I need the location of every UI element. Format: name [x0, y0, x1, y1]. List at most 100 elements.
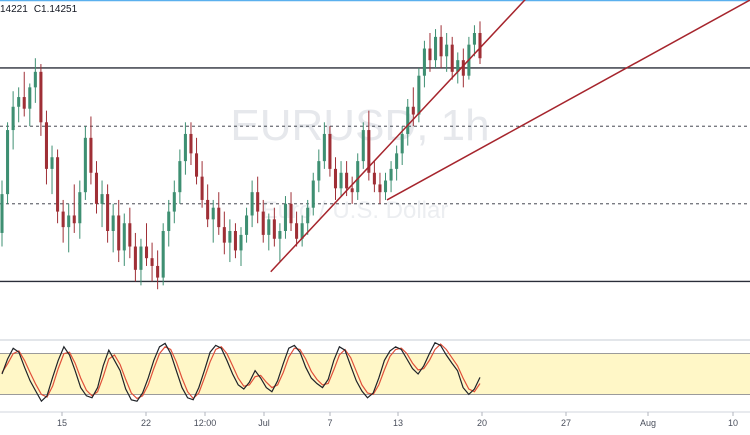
- x-tick-label: Jul: [258, 418, 270, 428]
- candle-body: [217, 207, 221, 228]
- x-tick-label: 12:00: [194, 418, 217, 428]
- x-tick-label: 22: [141, 418, 151, 428]
- candle-body: [311, 180, 315, 208]
- candle-body: [61, 211, 65, 228]
- candle-body: [150, 258, 154, 266]
- candle-body: [156, 265, 160, 278]
- candle-body: [6, 130, 10, 195]
- candle-body: [83, 137, 87, 193]
- candle-body: [339, 172, 343, 189]
- candle-body: [395, 153, 399, 169]
- candle-body: [389, 168, 393, 181]
- x-tick-label: 13: [393, 418, 403, 428]
- time-axis: 15 22 12:00 Jul 7 13 20 27 Aug 10: [0, 411, 750, 428]
- candle-body: [39, 71, 43, 123]
- candle-body: [106, 194, 110, 231]
- candle-body: [22, 97, 26, 109]
- ohlc-legend: 14221 C1.14251: [0, 4, 84, 15]
- candle-body: [195, 153, 199, 177]
- candle-body: [417, 75, 421, 115]
- candle-body: [50, 157, 54, 169]
- candle-body: [200, 176, 204, 200]
- stochastic-oscillator: [0, 339, 750, 403]
- candle-body: [400, 133, 404, 154]
- candle-body: [272, 219, 276, 239]
- candle-body: [233, 231, 237, 251]
- candle-body: [328, 133, 332, 169]
- candle-body: [361, 130, 365, 162]
- candle-body: [211, 207, 215, 220]
- candle-body: [0, 194, 4, 233]
- candle-body: [295, 223, 299, 239]
- candle-body: [350, 188, 354, 193]
- candle-body: [406, 106, 410, 134]
- candle-body: [383, 180, 388, 193]
- candle-body: [189, 133, 193, 154]
- candle-body: [367, 130, 371, 173]
- candle-body: [456, 60, 460, 72]
- candle-body: [261, 211, 265, 235]
- candle-body: [250, 192, 254, 216]
- candle-body: [139, 246, 143, 270]
- stoch-k-line: [1, 341, 481, 403]
- candle-body: [317, 161, 321, 181]
- candle-body: [94, 172, 99, 204]
- candle-body: [322, 133, 326, 162]
- candle-body: [411, 106, 415, 115]
- x-tick-label: 7: [327, 418, 332, 428]
- candle-body: [128, 223, 132, 247]
- candle-body: [228, 231, 232, 243]
- candle-body: [89, 137, 93, 173]
- candle-body: [133, 246, 137, 270]
- close-value: C1.14251: [33, 4, 78, 15]
- ohlc-prefix: 14221: [0, 4, 28, 15]
- candle-body: [345, 172, 349, 189]
- candle-body: [172, 192, 176, 212]
- candle-body: [278, 231, 282, 239]
- candle-body: [78, 192, 82, 224]
- candle-body: [245, 215, 249, 235]
- candle-body: [28, 87, 32, 109]
- candle-body: [289, 203, 293, 224]
- price-levels: [0, 67, 750, 283]
- candle-body: [33, 71, 37, 88]
- candle-body: [161, 231, 165, 278]
- candle-body: [461, 60, 465, 76]
- x-tick-label: 15: [57, 418, 67, 428]
- x-tick-label: 20: [477, 418, 487, 428]
- candle-body: [72, 215, 76, 224]
- candle-body: [428, 48, 432, 61]
- candle-body: [300, 223, 304, 239]
- candle-body: [178, 161, 182, 193]
- x-tick-label: 10: [728, 418, 738, 428]
- candle-body: [183, 133, 187, 162]
- candle-body: [44, 122, 48, 169]
- candle-body: [144, 246, 149, 259]
- candle-body: [11, 106, 15, 131]
- candle-body: [239, 234, 243, 251]
- candle-body: [67, 215, 71, 228]
- candles: [0, 21, 482, 290]
- trendline-2[interactable]: [386, 0, 750, 201]
- candle-body: [122, 223, 126, 251]
- watermark-description: Euro / U.S. Dollar: [262, 197, 449, 224]
- watermark: EURUSD, 1h Euro / U.S. Dollar: [230, 101, 489, 224]
- candle-body: [333, 168, 338, 189]
- candle-body: [56, 157, 60, 212]
- candle-body: [267, 219, 271, 235]
- candle-body: [439, 36, 443, 57]
- candle-body: [167, 211, 171, 231]
- candle-body: [111, 215, 115, 231]
- x-tick-label: 27: [561, 418, 571, 428]
- trendline-1[interactable]: [270, 0, 531, 273]
- candle-body: [478, 33, 482, 59]
- candle-body: [472, 33, 476, 45]
- candle-body: [306, 207, 310, 224]
- candle-body: [17, 97, 21, 107]
- candle-body: [378, 184, 382, 193]
- candle-body: [117, 215, 121, 251]
- trendlines[interactable]: [270, 0, 750, 273]
- candle-body: [450, 44, 454, 72]
